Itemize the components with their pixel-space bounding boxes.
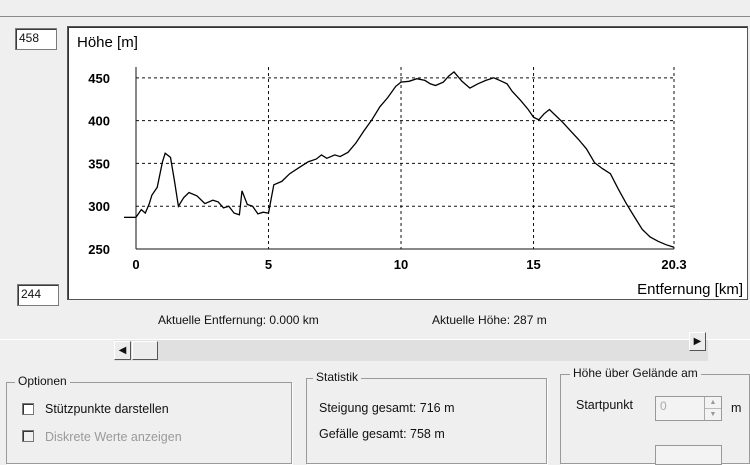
y-tick-label: 450 (88, 71, 110, 86)
spin-up-icon[interactable]: ▲ (709, 399, 717, 406)
startpunkt-unit: m (731, 401, 742, 415)
y-tick-label: 250 (88, 242, 110, 257)
stuetzpunkte-checkbox[interactable] (22, 403, 34, 415)
statistik-title: Statistik (313, 370, 362, 384)
startpunkt-spinner[interactable]: ▲ ▼ (704, 397, 721, 420)
x-tick-label: 15 (526, 257, 540, 272)
startpunkt-input[interactable]: 0 ▲ ▼ (655, 396, 722, 421)
elevation-profile-line (135, 71, 675, 248)
scroll-left-button[interactable]: ◀ (114, 341, 131, 360)
endpunkt-input-partial[interactable] (655, 445, 722, 465)
y-tick-label: 400 (88, 114, 110, 129)
x-axis-label: Entfernung [km] (637, 281, 743, 298)
min-height-field[interactable]: 244 (17, 284, 59, 306)
y-tick-label: 300 (88, 199, 110, 214)
y-axis-label: Höhe [m] (77, 34, 138, 51)
current-distance-readout: Aktuelle Entfernung: 0.000 km (158, 313, 319, 327)
steigung-value: Steigung gesamt: 716 m (319, 401, 455, 415)
triangle-right-icon: ▶ (693, 336, 702, 347)
elevation-chart: Höhe [m] Entfernung [km] 250 300 350 400 450… (77, 34, 743, 298)
hoehe-title: Höhe über Gelände am (570, 366, 701, 380)
x-tick-label: 20.3 (661, 257, 686, 272)
scroll-thumb[interactable] (132, 341, 158, 360)
diskrete-label: Diskrete Werte anzeigen (45, 430, 182, 444)
y-tick-label: 350 (88, 156, 110, 171)
x-tick-label: 10 (394, 257, 408, 272)
elevation-chart-panel: Höhe [m] Entfernung [km] 250 300 350 400 450… (67, 26, 748, 300)
optionen-title: Optionen (15, 374, 70, 388)
x-tick-label: 0 (132, 257, 139, 272)
stuetzpunkte-label: Stützpunkte darstellen (45, 402, 169, 416)
triangle-left-icon: ◀ (118, 345, 127, 356)
spin-down-icon[interactable]: ▼ (705, 408, 721, 420)
diskrete-checkbox (22, 430, 34, 442)
statistik-group (306, 378, 547, 464)
startpunkt-label: Startpunkt (576, 398, 633, 412)
max-height-field[interactable]: 458 (15, 28, 57, 50)
current-height-readout: Aktuelle Höhe: 287 m (432, 313, 547, 327)
horizontal-scrollbar[interactable]: ◀ ▶ (114, 332, 708, 361)
scroll-right-button[interactable]: ▶ (689, 332, 706, 351)
gefaelle-value: Gefälle gesamt: 758 m (319, 427, 445, 441)
chart-frame (0, 16, 750, 340)
startpunkt-value: 0 (660, 399, 667, 413)
optionen-group (6, 382, 292, 464)
x-tick-label: 5 (265, 257, 272, 272)
